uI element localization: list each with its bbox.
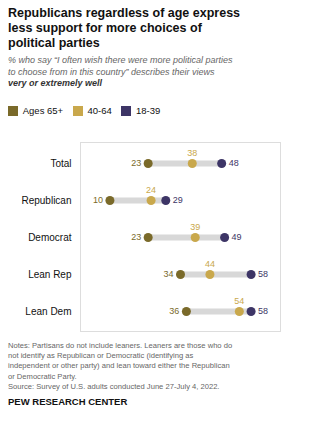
svg-text:39: 39 xyxy=(190,222,200,232)
html-text:% who say “I often wish there: % who say “I often wish there were more … xyxy=(8,55,233,65)
svg-text:10: 10 xyxy=(93,195,103,205)
html-text:18-39: 18-39 xyxy=(136,105,161,117)
svg-text:44: 44 xyxy=(205,259,215,269)
svg-text:58: 58 xyxy=(258,269,268,279)
html-text:not identify as Republican or: not identify as Republican or Democratic… xyxy=(8,351,194,361)
svg-text:23: 23 xyxy=(131,158,141,168)
svg-text:Total: Total xyxy=(50,158,71,169)
svg-text:Lean Dem: Lean Dem xyxy=(25,306,71,317)
html-text:Notes: Partisans do not includ: Notes: Partisans do not include leaners.… xyxy=(8,340,233,350)
svg-text:54: 54 xyxy=(234,296,244,306)
html-text:independent or other party) an: independent or other party) and lean tow… xyxy=(8,361,230,371)
svg-text:48: 48 xyxy=(229,158,239,168)
svg-text:58: 58 xyxy=(258,306,268,316)
html-text:Republicans regardless of age: Republicans regardless of age express le… xyxy=(8,6,240,50)
html-text:PEW RESEARCH CENTER: PEW RESEARCH CENTER xyxy=(8,396,128,408)
html-text:40-64: 40-64 xyxy=(87,105,112,117)
svg-text:34: 34 xyxy=(163,269,173,279)
svg-text:23: 23 xyxy=(131,232,141,242)
html-text:or Democratic Party.: or Democratic Party. xyxy=(8,371,77,381)
svg-text:24: 24 xyxy=(146,185,156,195)
svg-text:49: 49 xyxy=(232,232,242,242)
html-text:very or extremely well: very or extremely well xyxy=(8,78,103,89)
svg-text:29: 29 xyxy=(173,195,183,205)
svg-text:36: 36 xyxy=(169,306,179,316)
svg-text:Democrat: Democrat xyxy=(28,232,72,243)
html-text:Source: Survey of U.S. adults: Source: Survey of U.S. adults conducted … xyxy=(8,381,220,391)
svg-text:Lean Rep: Lean Rep xyxy=(28,269,72,280)
html-text:to choose from in this country: to choose from in this country” describe… xyxy=(8,66,215,77)
html-text:Ages 65+: Ages 65+ xyxy=(22,105,64,117)
svg-text:Republican: Republican xyxy=(21,195,71,206)
svg-text:38: 38 xyxy=(187,148,197,158)
